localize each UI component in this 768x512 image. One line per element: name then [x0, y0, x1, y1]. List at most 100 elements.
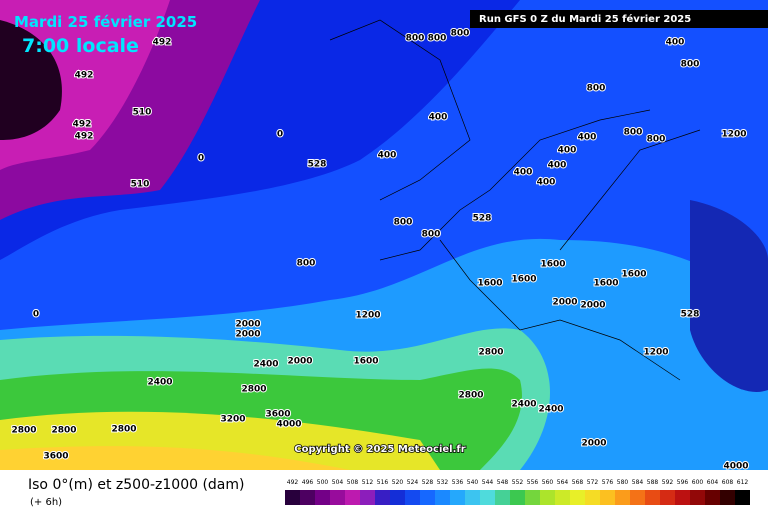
footer-step: (+ 6h)	[30, 497, 62, 508]
map-label: 400	[429, 113, 448, 123]
map-label: 800	[624, 128, 643, 138]
legend-label: 500	[317, 479, 329, 486]
map-label: 2000	[581, 439, 606, 449]
legend-swatch	[315, 490, 330, 505]
legend-swatch	[450, 490, 465, 505]
map-label: 2400	[147, 378, 172, 388]
map-label: 528	[473, 214, 492, 224]
map-label: 800	[681, 60, 700, 70]
legend-label: 512	[362, 479, 374, 486]
legend-label: 600	[692, 479, 704, 486]
legend-label: 556	[527, 479, 539, 486]
legend-swatch	[465, 490, 480, 505]
legend-label: 612	[737, 479, 749, 486]
map-label: 0	[198, 154, 204, 164]
map-label: 1200	[643, 348, 668, 358]
map-label: 800	[422, 230, 441, 240]
map-label: 2800	[111, 425, 136, 435]
map-label: 0	[277, 130, 283, 140]
legend-swatch	[510, 490, 525, 505]
legend-swatch	[555, 490, 570, 505]
legend-swatch	[390, 490, 405, 505]
legend-label: 564	[557, 479, 569, 486]
legend-swatch	[660, 490, 675, 505]
legend-swatch	[630, 490, 645, 505]
footer-title: Iso 0°(m) et z500-z1000 (dam)	[28, 477, 245, 493]
map-label: 4000	[723, 462, 748, 472]
map-label: 800	[451, 29, 470, 39]
date-text: Mardi 25 février 2025	[14, 13, 197, 31]
map-label: 492	[73, 120, 92, 130]
legend-label: 580	[617, 479, 629, 486]
legend-swatch	[345, 490, 360, 505]
legend-label: 520	[392, 479, 404, 486]
legend-swatch	[690, 490, 705, 505]
legend-swatch	[720, 490, 735, 505]
map-label: 528	[308, 160, 327, 170]
map-label: 800	[428, 34, 447, 44]
legend-swatch	[300, 490, 315, 505]
legend-swatch	[330, 490, 345, 505]
run-banner	[470, 10, 768, 28]
legend-label: 584	[632, 479, 644, 486]
map-label: 2800	[241, 385, 266, 395]
run-text: Run GFS 0 Z du Mardi 25 février 2025	[479, 13, 691, 25]
map-label: 1600	[593, 279, 618, 289]
map-label: 528	[681, 310, 700, 320]
map-label: 3600	[43, 452, 68, 462]
legend-swatch	[675, 490, 690, 505]
map-label: 2000	[580, 301, 605, 311]
legend-swatch	[705, 490, 720, 505]
map-label: 2800	[458, 391, 483, 401]
map-label: 400	[558, 146, 577, 156]
map-label: 400	[666, 38, 685, 48]
legend-label: 524	[407, 479, 419, 486]
legend-label: 596	[677, 479, 689, 486]
map-label: 1200	[355, 311, 380, 321]
time-text: 7:00 locale	[22, 35, 139, 57]
map-label: 400	[514, 168, 533, 178]
map-label: 492	[153, 38, 172, 48]
legend-label: 528	[422, 479, 434, 486]
trough-center	[0, 20, 62, 140]
map-label: 510	[133, 108, 152, 118]
legend-swatch	[735, 490, 750, 505]
map-label: 2000	[287, 357, 312, 367]
map-label: 400	[548, 161, 567, 171]
legend-swatch	[435, 490, 450, 505]
legend-swatch	[360, 490, 375, 505]
map-label: 0	[33, 310, 39, 320]
legend-swatch	[615, 490, 630, 505]
map-label: 2000	[235, 330, 260, 340]
legend-swatch	[645, 490, 660, 505]
legend-swatch	[600, 490, 615, 505]
map-label: 3600	[265, 410, 290, 420]
legend-label: 608	[722, 479, 734, 486]
hottest-region	[0, 446, 350, 470]
legend-label: 540	[467, 479, 479, 486]
map-label: 3200	[220, 415, 245, 425]
map-label: 1600	[353, 357, 378, 367]
map-label: 2400	[253, 360, 278, 370]
legend-swatch	[285, 490, 300, 505]
legend-swatch	[420, 490, 435, 505]
map-label: 2800	[478, 348, 503, 358]
map-label: 2400	[511, 400, 536, 410]
map-label: 800	[297, 259, 316, 269]
coastlines	[329, 19, 701, 381]
legend-label: 572	[587, 479, 599, 486]
legend-label: 492	[287, 479, 299, 486]
legend-label: 544	[482, 479, 494, 486]
map-label: 492	[75, 132, 94, 142]
legend-swatch	[540, 490, 555, 505]
map-label: 2800	[11, 426, 36, 436]
legend-label: 568	[572, 479, 584, 486]
legend: 492 496 500 504 508 512 516 520 524 528 532 536 540 5…	[285, 479, 750, 505]
legend-swatch	[570, 490, 585, 505]
map-label: 1200	[721, 130, 746, 140]
legend-label: 560	[542, 479, 554, 486]
legend-label: 548	[497, 479, 509, 486]
map-label: 1600	[621, 270, 646, 280]
map-label: 800	[406, 34, 425, 44]
legend-label: 516	[377, 479, 389, 486]
